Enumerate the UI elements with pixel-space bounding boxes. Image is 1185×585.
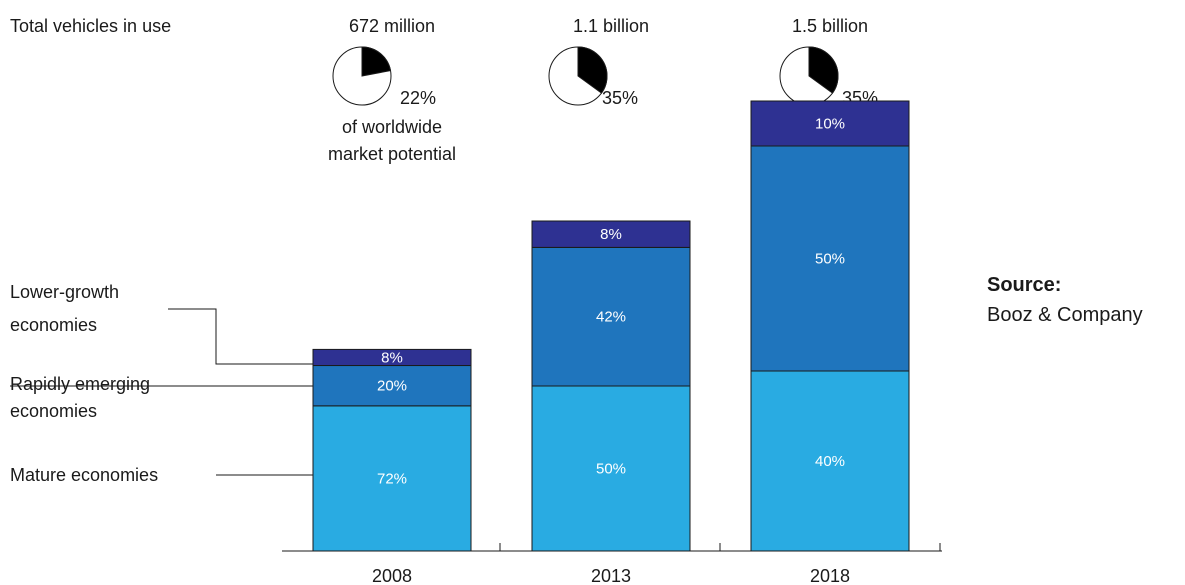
data-label-lower-growth-economies-2013: 8% [600,226,622,243]
bar-rapidly-emerging-economies-2013 [531,246,691,387]
data-label-mature-economies-2018: 40% [815,453,845,470]
data-label-lower-growth-economies-2018: 10% [815,116,845,133]
bar-lower-growth-economies-2013 [531,220,691,248]
x-tick-label-2013: 2013 [591,566,631,585]
legend-label-mature-economies-line-1: Mature economies [10,465,158,485]
bar-mature-economies-2018 [750,370,910,552]
bar-rapidly-emerging-economies-2018 [750,145,910,372]
bar-mature-economies-2008 [312,405,472,552]
data-label-lower-growth-economies-2008: 8% [381,349,403,366]
bar-mature-economies-2013 [531,385,691,552]
source-name: Booz & Company [987,304,1143,326]
bar-lower-growth-economies-2018 [750,100,910,147]
pie-slice-2013 [577,46,608,94]
pie-note-line-2: market potential [328,144,456,164]
x-axis: 2008 2013 2018 [282,543,942,585]
bar-lower-growth-economies-2008 [312,348,472,367]
pie-percent-2013: 35% [602,88,638,108]
pie-note-line-1: of worldwide [342,117,442,137]
pie-percent-2008: 22% [400,88,436,108]
legend-label-rapidly-emerging-economies-line-1: Rapidly emerging [10,374,150,394]
legend-label-rapidly-emerging-economies-line-2: economies [10,401,97,421]
legend-label-lower-growth-economies-line-1: Lower-growth [10,282,119,302]
bar-group: 72% 20% 8% 50% 42% 8% 40% 50% 10% [312,100,910,552]
total-label-2018: 1.5 billion [792,16,868,36]
legend-group: Mature economies Rapidly emerging economie… [10,282,313,485]
leader-line-lower-growth [168,308,313,365]
x-tick-label-2018: 2018 [810,566,850,585]
total-label-2008: 672 million [349,16,435,36]
data-label-mature-economies-2008: 72% [377,470,407,487]
data-label-rapidly-emerging-economies-2018: 50% [815,251,845,268]
x-tick-label-2008: 2008 [372,566,412,585]
source-title: Source: [987,274,1061,296]
data-label-mature-economies-2013: 50% [596,461,626,478]
total-label-2013: 1.1 billion [573,16,649,36]
totals-label: Total vehicles in use [10,16,171,36]
pie-slice-2018 [808,46,839,94]
legend-label-lower-growth-economies-line-2: economies [10,315,97,335]
pie-slice-2008 [361,46,392,77]
data-label-rapidly-emerging-economies-2013: 42% [596,309,626,326]
data-label-rapidly-emerging-economies-2008: 20% [377,378,407,395]
